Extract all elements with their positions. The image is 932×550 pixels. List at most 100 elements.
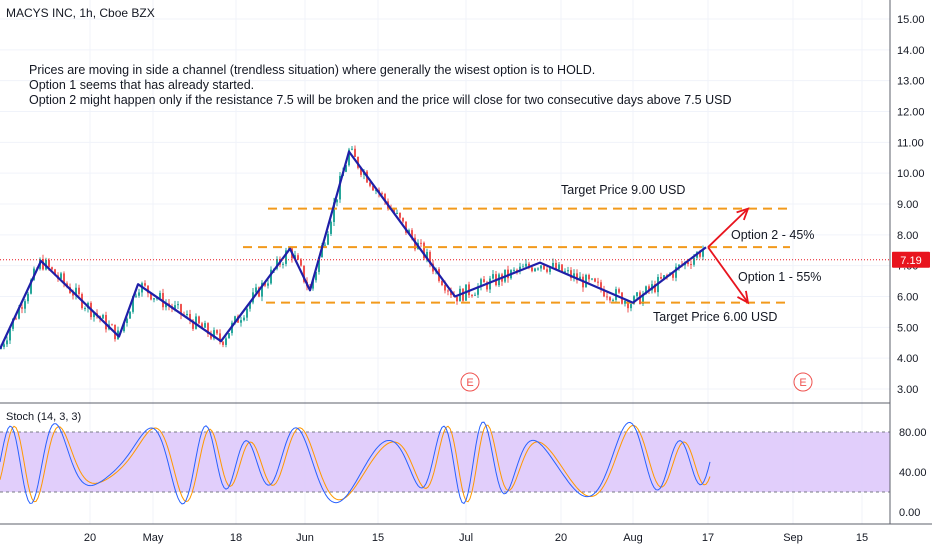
candle-body bbox=[213, 330, 215, 339]
candle-body bbox=[240, 320, 242, 323]
candle-body bbox=[423, 242, 425, 259]
candle-body bbox=[396, 212, 398, 214]
candle-body bbox=[219, 333, 221, 342]
candle-body bbox=[282, 263, 284, 265]
time-tick-label: Aug bbox=[623, 532, 643, 544]
annotation-notes: Prices are moving in side a channel (tre… bbox=[29, 63, 731, 107]
candle-body bbox=[489, 278, 491, 290]
candle-body bbox=[147, 285, 149, 294]
option-arrow-head bbox=[736, 207, 750, 221]
candle-body bbox=[312, 280, 314, 289]
price-tick-label: 14.00 bbox=[897, 45, 925, 57]
candle-body bbox=[111, 324, 113, 326]
candle-body bbox=[138, 292, 140, 296]
candle-body bbox=[444, 285, 446, 291]
candle-body bbox=[570, 270, 572, 279]
candle-body bbox=[222, 341, 224, 345]
candle-body bbox=[135, 295, 137, 297]
candle-body bbox=[408, 230, 410, 233]
candle-body bbox=[351, 148, 353, 150]
candle-body bbox=[543, 265, 545, 270]
candle-body bbox=[285, 250, 287, 264]
earnings-marker[interactable]: E bbox=[460, 372, 480, 392]
time-tick-label: 17 bbox=[702, 532, 714, 544]
candle-body bbox=[522, 266, 524, 268]
candle-body bbox=[204, 323, 206, 328]
candle-body bbox=[186, 313, 188, 315]
candle-body bbox=[300, 259, 302, 266]
candle-body bbox=[534, 268, 536, 272]
candle-body bbox=[6, 340, 8, 345]
candle-body bbox=[507, 269, 509, 279]
candle-body bbox=[600, 282, 602, 290]
stoch-axis[interactable]: 0.00 40.00 80.00 bbox=[899, 427, 927, 519]
candle-body bbox=[264, 282, 266, 286]
stoch-title: Stoch (14, 3, 3) bbox=[6, 411, 81, 423]
time-tick-label: May bbox=[143, 532, 164, 544]
candle-body bbox=[30, 279, 32, 294]
candle-body bbox=[255, 287, 257, 293]
target-levels bbox=[243, 207, 790, 304]
wave-line bbox=[0, 150, 707, 350]
candle-body bbox=[105, 314, 107, 330]
candle-body bbox=[246, 308, 248, 318]
candle-body bbox=[51, 267, 53, 270]
price-axis[interactable]: 3.004.005.006.007.008.009.0010.0011.0012… bbox=[897, 14, 925, 396]
candle-body bbox=[420, 242, 422, 244]
stoch-tick-label: 80.00 bbox=[899, 427, 927, 439]
candle-body bbox=[693, 257, 695, 265]
candle-body bbox=[633, 296, 635, 305]
price-tick-label: 11.00 bbox=[897, 137, 924, 149]
candle-body bbox=[561, 264, 563, 273]
candle-body bbox=[690, 264, 692, 266]
candle-body bbox=[60, 273, 62, 279]
candle-body bbox=[318, 257, 320, 272]
candle-body bbox=[27, 293, 29, 302]
candle-body bbox=[174, 305, 176, 309]
chart-title: MACYS INC, 1h, Cboe BZX bbox=[6, 6, 155, 20]
candle-body bbox=[372, 185, 374, 191]
candle-body bbox=[513, 269, 515, 271]
candle-body bbox=[336, 199, 338, 203]
time-tick-label: 20 bbox=[84, 532, 96, 544]
candle-body bbox=[429, 251, 431, 264]
candle-body bbox=[624, 300, 626, 304]
candle-body bbox=[297, 255, 299, 260]
candle-body bbox=[492, 274, 494, 279]
candle-body bbox=[330, 221, 332, 234]
stoch-band bbox=[0, 432, 890, 492]
price-tick-label: 12.00 bbox=[897, 107, 925, 119]
candle-body bbox=[576, 273, 578, 281]
price-tick-label: 15.00 bbox=[897, 14, 925, 26]
time-axis[interactable]: 20 May 18 Jun 15 Jul 20 Aug 17 Sep 15 bbox=[84, 532, 868, 544]
candle-body bbox=[198, 316, 200, 324]
candle-body bbox=[63, 273, 65, 284]
candle-body bbox=[573, 273, 575, 279]
earnings-marker[interactable]: E bbox=[793, 372, 813, 392]
candle-body bbox=[537, 268, 539, 270]
candle-body bbox=[150, 293, 152, 300]
candle-body bbox=[564, 271, 566, 273]
candle-body bbox=[450, 290, 452, 296]
price-tick-label: 9.00 bbox=[897, 199, 918, 211]
candle-body bbox=[588, 274, 590, 280]
option-arrows bbox=[707, 207, 750, 305]
candle-body bbox=[675, 266, 677, 278]
candle-body bbox=[627, 300, 629, 309]
candle-body bbox=[177, 304, 179, 306]
candle-body bbox=[483, 279, 485, 283]
candle-body bbox=[129, 311, 131, 319]
candle-body bbox=[540, 265, 542, 269]
note-line-2: Option 1 seems that has already started. bbox=[29, 78, 254, 92]
current-price-badge: 7.19 bbox=[892, 251, 930, 268]
candle-body bbox=[21, 307, 23, 309]
candle-body bbox=[519, 266, 521, 271]
time-tick-label: 15 bbox=[372, 532, 384, 544]
candle-body bbox=[567, 270, 569, 272]
candle-body bbox=[612, 299, 614, 301]
candle-body bbox=[345, 165, 347, 172]
stoch-tick-label: 0.00 bbox=[899, 507, 920, 519]
candle-body bbox=[228, 333, 230, 339]
candle-body bbox=[360, 167, 362, 175]
